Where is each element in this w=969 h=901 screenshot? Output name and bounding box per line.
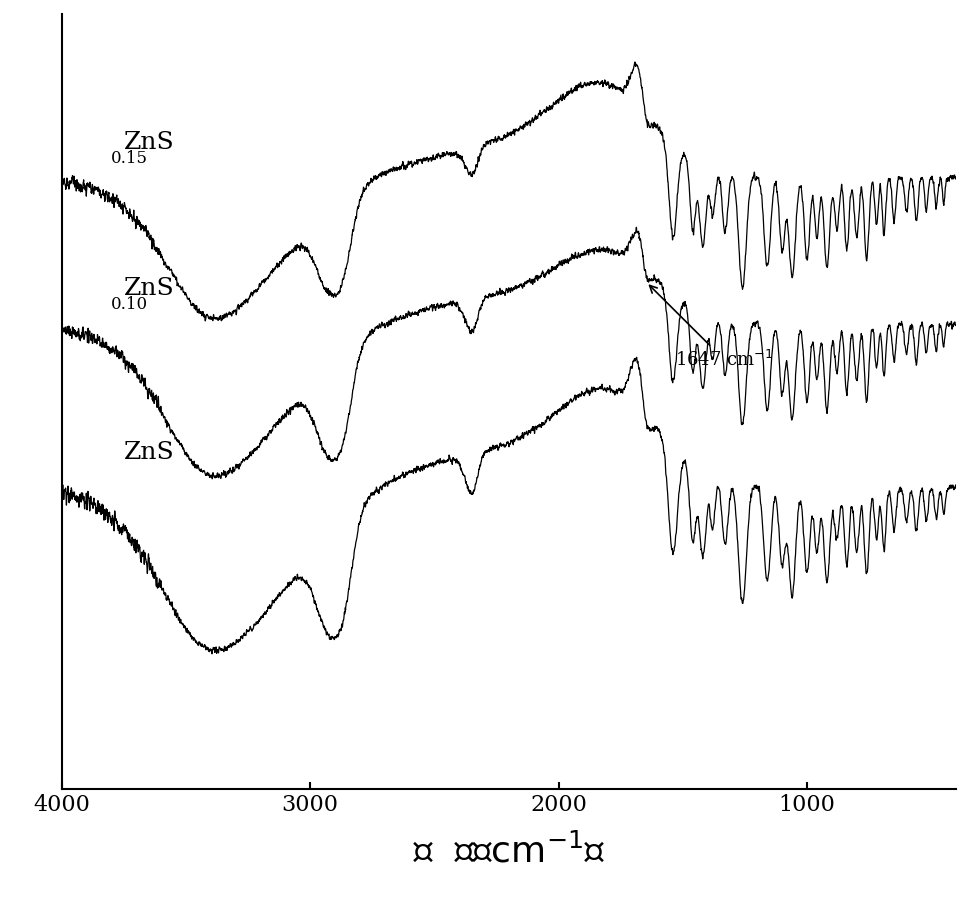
Text: 0.10: 0.10	[110, 296, 148, 314]
Text: ZnS: ZnS	[124, 278, 174, 300]
Text: ZnS: ZnS	[124, 131, 174, 154]
Text: 0.15: 0.15	[110, 150, 147, 167]
Text: 1647 cm$^{-1}$: 1647 cm$^{-1}$	[649, 286, 773, 370]
X-axis label: 波  长（cm$^{-1}$）: 波 长（cm$^{-1}$）	[412, 833, 605, 869]
Text: ZnS: ZnS	[124, 441, 174, 464]
